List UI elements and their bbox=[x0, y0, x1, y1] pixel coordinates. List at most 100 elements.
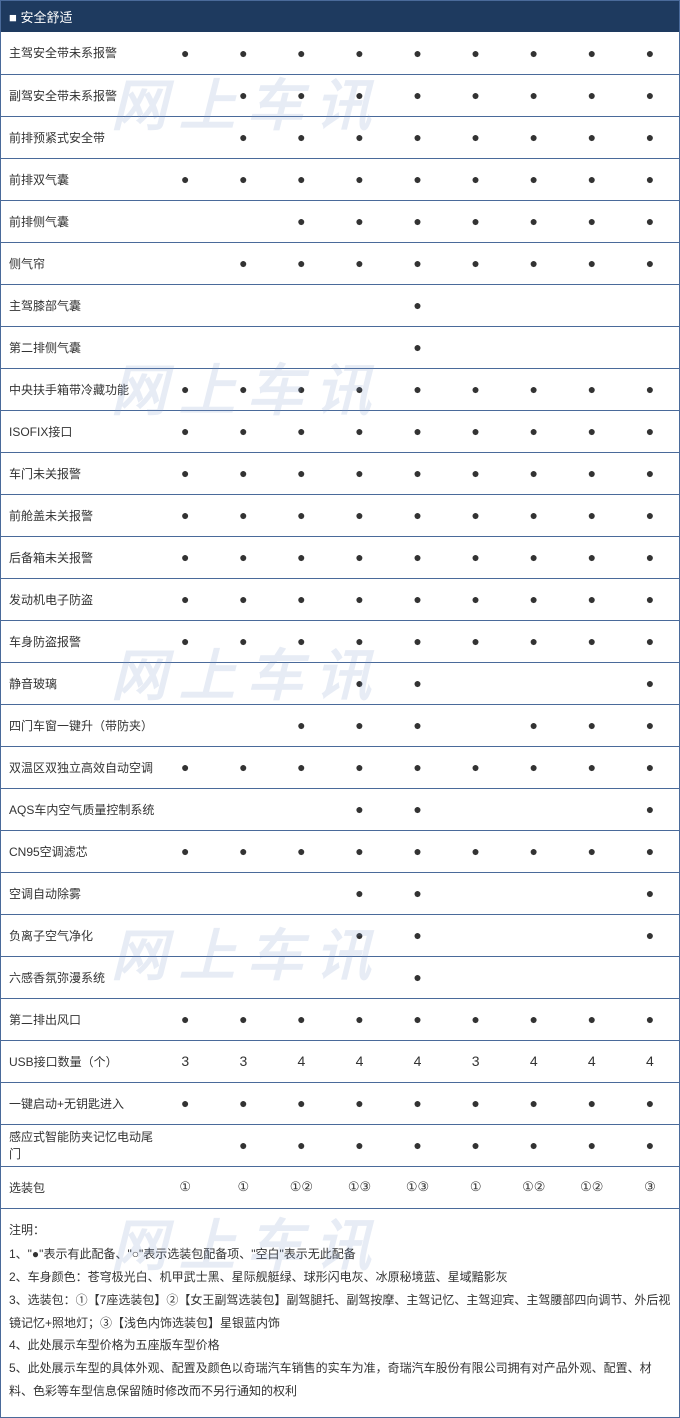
data-cell: ①② bbox=[563, 1166, 621, 1208]
data-cell: ● bbox=[214, 536, 272, 578]
data-cell: ● bbox=[156, 494, 214, 536]
data-cell bbox=[214, 284, 272, 326]
table-row: 第二排出风口●●●●●●●●● bbox=[1, 998, 679, 1040]
data-cell: ● bbox=[272, 536, 330, 578]
row-label: 第二排侧气囊 bbox=[1, 326, 156, 368]
data-cell: ● bbox=[272, 1124, 330, 1166]
data-cell: ● bbox=[330, 74, 388, 116]
data-cell bbox=[214, 662, 272, 704]
data-cell: ● bbox=[505, 158, 563, 200]
row-label: 前排预紧式安全带 bbox=[1, 116, 156, 158]
note-line: 5、此处展示车型的具体外观、配置及颜色以奇瑞汽车销售的实车为准，奇瑞汽车股份有限… bbox=[9, 1357, 671, 1403]
row-label: ISOFIX接口 bbox=[1, 410, 156, 452]
data-cell: ● bbox=[389, 32, 447, 74]
table-row: 空调自动除雾●●● bbox=[1, 872, 679, 914]
data-cell: ● bbox=[214, 578, 272, 620]
notes-title: 注明： bbox=[9, 1219, 671, 1242]
data-cell: ● bbox=[389, 662, 447, 704]
row-label: 副驾安全带未系报警 bbox=[1, 74, 156, 116]
row-label: 六感香氛弥漫系统 bbox=[1, 956, 156, 998]
data-cell: ● bbox=[330, 914, 388, 956]
data-cell: ● bbox=[214, 746, 272, 788]
row-label: 选装包 bbox=[1, 1166, 156, 1208]
data-cell: ● bbox=[214, 74, 272, 116]
data-cell: ● bbox=[272, 578, 330, 620]
data-cell: ● bbox=[447, 746, 505, 788]
row-label: 主驾膝部气囊 bbox=[1, 284, 156, 326]
data-cell: ● bbox=[563, 578, 621, 620]
data-cell: ● bbox=[272, 452, 330, 494]
data-cell: ● bbox=[621, 998, 679, 1040]
data-cell: 4 bbox=[563, 1040, 621, 1082]
data-cell: ● bbox=[447, 242, 505, 284]
data-cell: ① bbox=[447, 1166, 505, 1208]
data-cell: ● bbox=[621, 536, 679, 578]
data-cell: ● bbox=[621, 1124, 679, 1166]
data-cell: ● bbox=[447, 494, 505, 536]
data-cell bbox=[156, 1124, 214, 1166]
data-cell: ● bbox=[272, 32, 330, 74]
data-cell: ● bbox=[389, 830, 447, 872]
data-cell: ● bbox=[214, 494, 272, 536]
data-cell: ● bbox=[563, 74, 621, 116]
data-cell: ● bbox=[389, 914, 447, 956]
data-cell: ● bbox=[621, 578, 679, 620]
data-cell: ● bbox=[389, 872, 447, 914]
data-cell: ● bbox=[447, 32, 505, 74]
data-cell: ● bbox=[621, 74, 679, 116]
data-cell: ● bbox=[621, 116, 679, 158]
data-cell: ● bbox=[389, 74, 447, 116]
data-cell: ①② bbox=[272, 1166, 330, 1208]
data-cell: ● bbox=[156, 998, 214, 1040]
data-cell: 4 bbox=[272, 1040, 330, 1082]
data-cell: ● bbox=[505, 32, 563, 74]
data-cell: ● bbox=[330, 746, 388, 788]
data-cell: ● bbox=[621, 452, 679, 494]
data-cell: ● bbox=[330, 998, 388, 1040]
data-cell: ● bbox=[563, 242, 621, 284]
data-cell: ①③ bbox=[389, 1166, 447, 1208]
data-cell: ● bbox=[505, 830, 563, 872]
data-cell: ● bbox=[330, 368, 388, 410]
table-row: AQS车内空气质量控制系统●●● bbox=[1, 788, 679, 830]
data-cell: ①③ bbox=[330, 1166, 388, 1208]
data-cell bbox=[156, 326, 214, 368]
data-cell bbox=[621, 326, 679, 368]
data-cell: ● bbox=[447, 158, 505, 200]
data-cell: ● bbox=[447, 452, 505, 494]
table-row: 侧气帘●●●●●●●● bbox=[1, 242, 679, 284]
data-cell: ● bbox=[621, 368, 679, 410]
data-cell: ● bbox=[447, 830, 505, 872]
data-cell: ● bbox=[272, 74, 330, 116]
data-cell: ● bbox=[272, 620, 330, 662]
data-cell: ● bbox=[389, 1082, 447, 1124]
data-cell bbox=[156, 914, 214, 956]
data-cell: ● bbox=[621, 914, 679, 956]
data-cell bbox=[563, 284, 621, 326]
data-cell: ● bbox=[214, 242, 272, 284]
row-label: 车身防盗报警 bbox=[1, 620, 156, 662]
data-cell: ● bbox=[563, 32, 621, 74]
data-cell: ● bbox=[156, 1082, 214, 1124]
row-label: 第二排出风口 bbox=[1, 998, 156, 1040]
data-cell: ● bbox=[389, 746, 447, 788]
data-cell: 4 bbox=[621, 1040, 679, 1082]
data-cell bbox=[156, 242, 214, 284]
data-cell: ● bbox=[505, 452, 563, 494]
data-cell: ● bbox=[447, 200, 505, 242]
data-cell bbox=[214, 914, 272, 956]
data-cell: ● bbox=[447, 74, 505, 116]
data-cell: 3 bbox=[447, 1040, 505, 1082]
data-cell: ● bbox=[272, 116, 330, 158]
table-row: 后备箱未关报警●●●●●●●●● bbox=[1, 536, 679, 578]
data-cell bbox=[447, 284, 505, 326]
data-cell: ● bbox=[272, 200, 330, 242]
data-cell: ● bbox=[272, 494, 330, 536]
data-cell bbox=[330, 284, 388, 326]
table-row: 负离子空气净化●●● bbox=[1, 914, 679, 956]
data-cell bbox=[447, 956, 505, 998]
data-cell: ③ bbox=[621, 1166, 679, 1208]
data-cell bbox=[563, 956, 621, 998]
data-cell: ● bbox=[156, 410, 214, 452]
data-cell: ● bbox=[330, 494, 388, 536]
